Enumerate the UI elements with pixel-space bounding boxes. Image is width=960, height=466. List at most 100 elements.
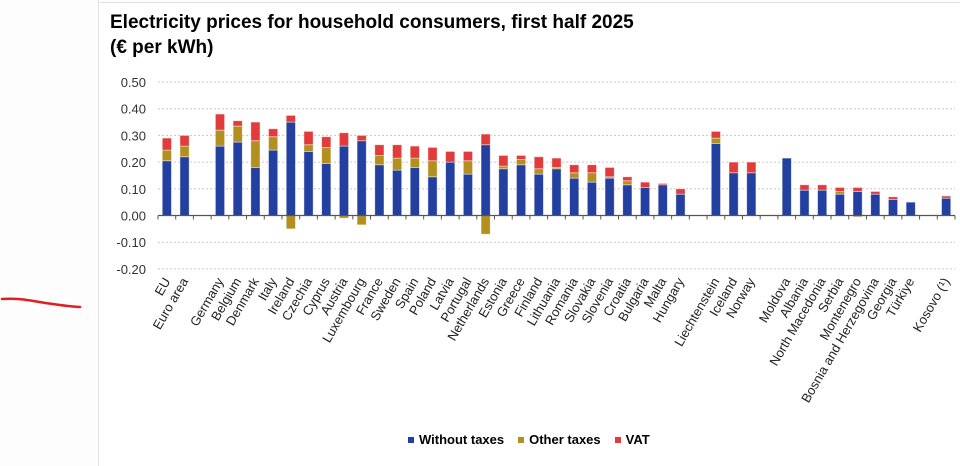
legend-item-other-taxes: Other taxes bbox=[518, 432, 601, 447]
bar-segment-other-taxes bbox=[622, 180, 633, 186]
bar-segment-without-taxes bbox=[409, 167, 420, 216]
bar-segment-other-taxes bbox=[392, 157, 403, 171]
bar-segment-vat bbox=[586, 164, 597, 174]
bar-segment-without-taxes bbox=[268, 149, 279, 216]
bar-segment-vat bbox=[214, 113, 225, 131]
bar-segment-vat bbox=[161, 137, 172, 151]
bar-segment-without-taxes bbox=[232, 141, 243, 216]
bar-segment-vat bbox=[817, 184, 828, 191]
bar-segment-other-taxes bbox=[409, 157, 420, 168]
bar-segment-vat bbox=[728, 161, 739, 174]
bar-segment-vat bbox=[888, 196, 899, 200]
legend-label-vat: VAT bbox=[625, 432, 650, 447]
bar-segment-vat bbox=[516, 155, 527, 160]
bar-segment-vat bbox=[285, 114, 296, 123]
bar-segment-other-taxes bbox=[710, 137, 721, 144]
y-axis-ticks: 0.50 0.40 0.30 0.20 0.10 0.00 -0.10 -0.20 bbox=[116, 75, 146, 277]
bar-segment-without-taxes bbox=[498, 168, 509, 216]
bar-segment-vat bbox=[657, 183, 668, 186]
x-axis bbox=[157, 214, 956, 220]
bar-segment-other-taxes bbox=[462, 160, 473, 175]
y-tick-label: 0.20 bbox=[121, 155, 146, 170]
bar-segment-vat bbox=[498, 155, 509, 167]
y-tick-label: -0.10 bbox=[116, 235, 146, 250]
bar-segment-without-taxes bbox=[445, 161, 456, 216]
bar-segment-other-taxes bbox=[179, 145, 190, 158]
bar-segment-other-taxes bbox=[285, 215, 296, 230]
legend-swatch-without-taxes bbox=[408, 436, 414, 443]
bar-segment-without-taxes bbox=[657, 184, 668, 216]
bar-segment-other-taxes bbox=[480, 215, 491, 235]
bar-segment-without-taxes bbox=[303, 151, 314, 216]
bar-segment-vat bbox=[533, 156, 544, 170]
bar-segment-without-taxes bbox=[480, 144, 491, 216]
bar-segment-without-taxes bbox=[586, 181, 597, 216]
bar-segment-vat bbox=[303, 130, 314, 146]
bar-segment-other-taxes bbox=[268, 136, 279, 151]
bar-segment-without-taxes bbox=[161, 160, 172, 216]
bar-segment-without-taxes bbox=[533, 173, 544, 216]
bar-segment-without-taxes bbox=[551, 168, 562, 216]
bar-segment-other-taxes bbox=[834, 191, 845, 195]
bar-segment-vat bbox=[392, 144, 403, 159]
bar-segment-vat bbox=[321, 136, 332, 148]
stacked-bar-chart: 0.50 0.40 0.30 0.20 0.10 0.00 -0.10 -0.20 EUEur… bbox=[116, 75, 956, 405]
bar-segment-without-taxes bbox=[569, 177, 580, 216]
bar-segment-other-taxes bbox=[321, 147, 332, 164]
bar-segment-vat bbox=[834, 187, 845, 192]
bar-segment-vat bbox=[675, 188, 686, 195]
bar-segment-without-taxes bbox=[392, 169, 403, 216]
bar-segment-vat bbox=[569, 164, 580, 174]
chart-subtitle: (€ per kWh) bbox=[110, 37, 214, 58]
bar-segment-without-taxes bbox=[516, 164, 527, 216]
bar-segment-without-taxes bbox=[622, 184, 633, 216]
bar-segment-vat bbox=[445, 151, 456, 163]
bar-segment-without-taxes bbox=[462, 173, 473, 216]
bar-segment-vat bbox=[338, 132, 349, 147]
bar-segment-vat bbox=[179, 134, 190, 147]
bar-segment-vat bbox=[462, 151, 473, 162]
bar-segment-vat bbox=[799, 184, 810, 191]
legend-label-without-taxes: Without taxes bbox=[419, 432, 505, 447]
bar-segment-without-taxes bbox=[852, 191, 863, 216]
bar-segment-vat bbox=[374, 144, 385, 156]
bar-segment-without-taxes bbox=[338, 145, 349, 216]
bar-segment-without-taxes bbox=[746, 172, 757, 216]
bar-segment-without-taxes bbox=[640, 187, 651, 216]
bar-segment-vat bbox=[941, 195, 952, 199]
bar-segment-vat bbox=[622, 176, 633, 182]
bar-segment-other-taxes bbox=[161, 149, 172, 162]
chart-title-block: Electricity prices for household consume… bbox=[110, 10, 634, 60]
bar-segment-without-taxes bbox=[250, 167, 261, 216]
bars bbox=[161, 113, 952, 235]
bar-segment-without-taxes bbox=[321, 163, 332, 216]
chart-title: Electricity prices for household consume… bbox=[110, 12, 634, 33]
top-border bbox=[98, 2, 960, 3]
legend-label-other-taxes: Other taxes bbox=[529, 432, 601, 447]
bar-segment-other-taxes bbox=[374, 155, 385, 166]
bar-segment-without-taxes bbox=[285, 121, 296, 216]
bar-segment-vat bbox=[852, 187, 863, 192]
bar-segment-without-taxes bbox=[179, 156, 190, 216]
legend-swatch-other-taxes bbox=[518, 436, 525, 443]
bar-segment-vat bbox=[710, 130, 721, 139]
bar-segment-without-taxes bbox=[604, 177, 615, 216]
bar-segment-without-taxes bbox=[214, 145, 225, 216]
bar-segment-vat bbox=[250, 121, 261, 142]
bar-segment-without-taxes bbox=[905, 201, 916, 216]
y-tick-label: -0.20 bbox=[116, 262, 146, 277]
red-pen-annotation bbox=[0, 297, 82, 309]
legend: Without taxes Other taxes VAT bbox=[408, 432, 650, 447]
bar-segment-vat bbox=[427, 147, 438, 162]
bar-segment-vat bbox=[640, 181, 651, 188]
bar-segment-without-taxes bbox=[356, 140, 367, 216]
bar-segment-vat bbox=[268, 128, 279, 138]
y-tick-label: 0.30 bbox=[121, 128, 146, 143]
bar-segment-other-taxes bbox=[303, 144, 314, 152]
legend-swatch-vat bbox=[614, 436, 621, 443]
bar-segment-without-taxes bbox=[427, 176, 438, 216]
legend-item-without-taxes: Without taxes bbox=[408, 432, 504, 447]
bar-segment-other-taxes bbox=[498, 165, 509, 170]
bar-segment-without-taxes bbox=[888, 199, 899, 216]
bar-segment-vat bbox=[409, 145, 420, 159]
